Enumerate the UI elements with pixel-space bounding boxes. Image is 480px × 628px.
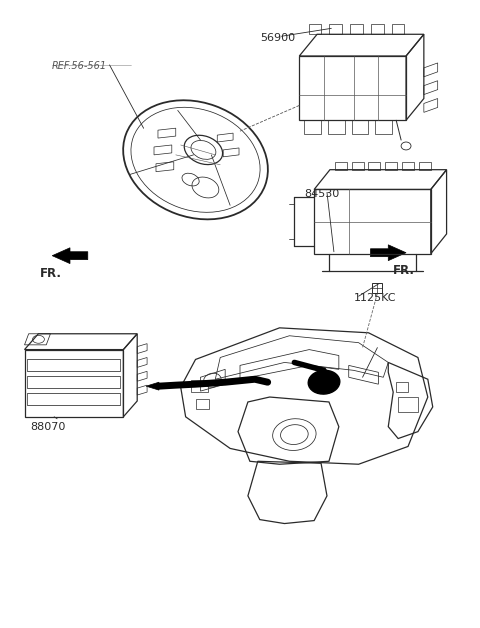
Bar xyxy=(304,121,321,134)
Text: 88070: 88070 xyxy=(30,422,66,431)
Text: FR.: FR. xyxy=(40,266,62,279)
Bar xyxy=(398,397,418,412)
Bar xyxy=(191,380,208,392)
Text: REF.56-561: REF.56-561 xyxy=(52,61,108,71)
Text: 1125KC: 1125KC xyxy=(354,293,396,303)
Bar xyxy=(195,399,209,409)
Ellipse shape xyxy=(308,371,340,394)
Polygon shape xyxy=(371,245,406,261)
Polygon shape xyxy=(146,382,159,390)
Bar xyxy=(328,121,345,134)
Text: 84530: 84530 xyxy=(304,190,339,200)
Bar xyxy=(352,121,369,134)
Polygon shape xyxy=(52,248,88,264)
Text: 56900: 56900 xyxy=(260,33,295,43)
Bar xyxy=(372,283,383,293)
Bar xyxy=(375,121,392,134)
Bar xyxy=(396,382,408,392)
Bar xyxy=(27,359,120,371)
Bar xyxy=(27,376,120,388)
Bar xyxy=(27,393,120,405)
Text: FR.: FR. xyxy=(393,264,415,276)
